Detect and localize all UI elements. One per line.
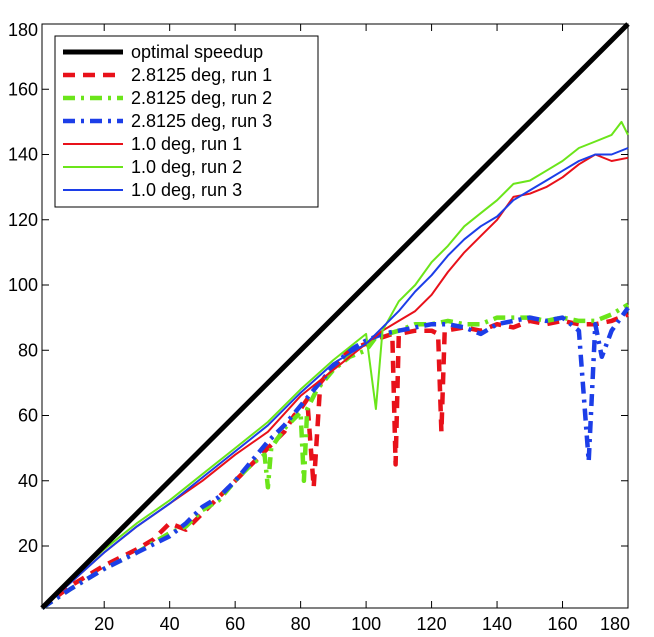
y-tick-label: 60: [18, 406, 38, 426]
legend-label: 1.0 deg, run 3: [131, 180, 242, 200]
y-tick-label: 120: [8, 210, 38, 230]
x-tick-label: 80: [291, 614, 311, 634]
x-tick-label: 100: [351, 614, 381, 634]
legend-label: 2.8125 deg, run 2: [131, 88, 272, 108]
x-tick-label: 40: [160, 614, 180, 634]
y-tick-label: 40: [18, 471, 38, 491]
x-tick-label: 60: [225, 614, 245, 634]
series-line-0: [40, 22, 630, 610]
y-tick-label: 80: [18, 340, 38, 360]
x-tick-label: 160: [548, 614, 578, 634]
y-tick-label: 100: [8, 275, 38, 295]
legend-label: 2.8125 deg, run 3: [131, 111, 272, 131]
series-layer: [40, 22, 630, 610]
y-tick-label: 180: [8, 20, 38, 40]
y-tick-label: 20: [18, 536, 38, 556]
x-tick-label: 20: [94, 614, 114, 634]
y-tick-label: 160: [8, 79, 38, 99]
legend: optimal speedup 2.8125 deg, run 1 2.8125 d…: [54, 35, 319, 208]
series-line-5: [41, 120, 629, 609]
x-tick-label: 180: [600, 614, 630, 634]
legend-label: 2.8125 deg, run 1: [131, 65, 272, 85]
legend-label: optimal speedup: [131, 42, 263, 62]
series-line-6: [41, 147, 629, 609]
x-tick-label: 140: [482, 614, 512, 634]
x-tick-label: 120: [417, 614, 447, 634]
y-axis-ticks: 20 40 60 80 100 120 140 160 180: [8, 20, 628, 556]
legend-label: 1.0 deg, run 2: [131, 157, 242, 177]
x-axis-ticks: 20 40 60 80 100 120 140 160 180: [94, 24, 630, 634]
legend-label: 1.0 deg, run 1: [131, 134, 242, 154]
y-tick-label: 140: [8, 145, 38, 165]
